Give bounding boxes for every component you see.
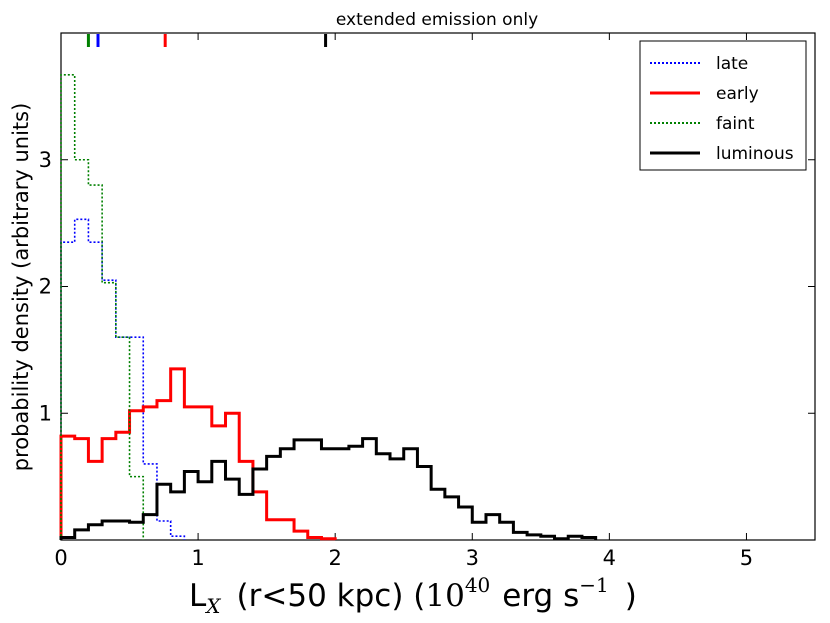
legend-label-luminous: luminous (716, 144, 794, 164)
y-tick-label: 2 (39, 275, 52, 299)
legend-label-early: early (716, 84, 759, 104)
chart-title: extended emission only (336, 10, 538, 30)
series-luminous-histogram (59, 437, 598, 541)
x-tick-label: 4 (603, 546, 616, 570)
y-tick-label: 3 (39, 148, 52, 172)
legend: late early faint luminous (639, 40, 807, 171)
x-axis-label-exponent: 40 (465, 573, 490, 597)
x-tick-label: 0 (54, 546, 67, 570)
series-early-histogram (59, 367, 337, 541)
legend-label-faint: faint (716, 114, 755, 134)
series-late-histogram (60, 218, 186, 540)
series-layer (59, 74, 598, 541)
y-axis-label: probability density (arbitrary units) (9, 103, 33, 472)
x-tick-label: 2 (328, 546, 341, 570)
x-tick-label: 5 (740, 546, 753, 570)
x-axis-label-subscript: X (204, 594, 221, 618)
x-axis-label: LX (r<50 kpc) (1040 erg s−1) (189, 573, 637, 618)
x-axis-label-mantissa: 10 (425, 578, 464, 614)
x-axis-label-prefix: L (189, 578, 207, 614)
x-axis-label-suffix: ) (625, 578, 637, 614)
legend-label-late: late (716, 54, 748, 74)
series-faint-histogram (60, 74, 145, 540)
axis-ticks: 0 1 2 3 4 5 1 2 3 (39, 33, 815, 570)
y-tick-label: 1 (39, 401, 52, 425)
x-axis-label-unit-exponent: −1 (579, 573, 608, 597)
x-axis-label-middle: (r<50 kpc) ( (237, 578, 426, 614)
x-tick-label: 3 (466, 546, 479, 570)
x-axis-label-unit: erg s (502, 578, 579, 614)
mean-markers (86, 34, 328, 47)
x-tick-label: 1 (191, 546, 204, 570)
